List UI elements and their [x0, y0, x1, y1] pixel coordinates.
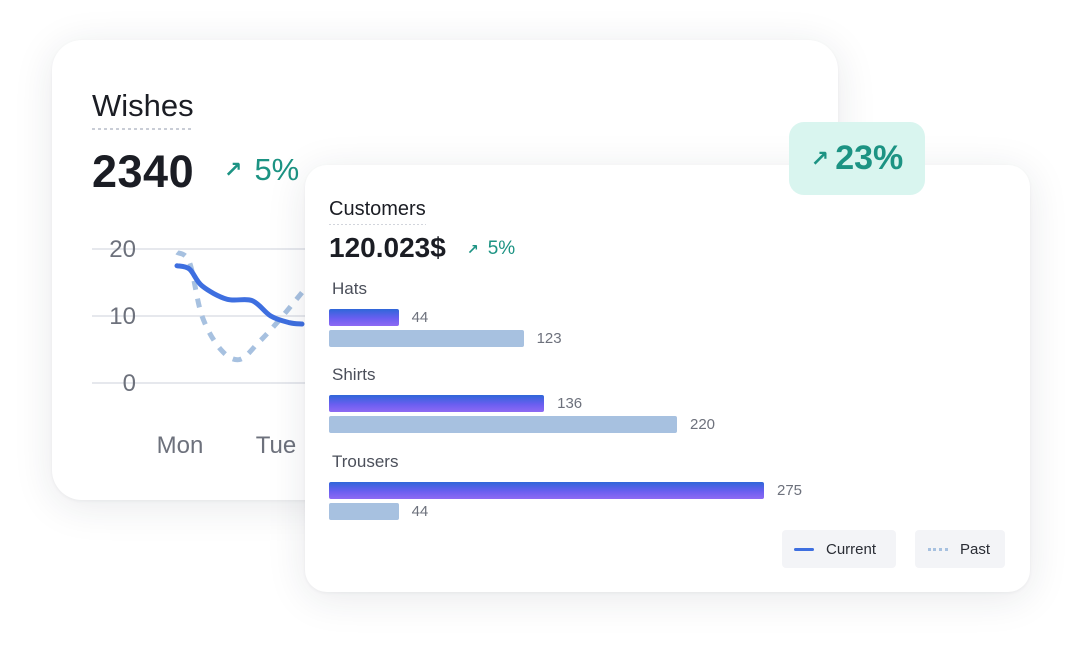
- bar-value-label: 44: [411, 503, 429, 520]
- bar-value-label: 123: [536, 330, 562, 347]
- past-bar: [329, 416, 677, 433]
- y-tick-label: 10: [109, 303, 136, 330]
- arrow-up-right-icon: ↗: [810, 145, 830, 171]
- customers-delta-value: 5%: [487, 238, 516, 259]
- arrow-up-right-icon: ↗: [467, 240, 479, 257]
- wishes-delta: ↗ 5%: [224, 152, 299, 188]
- x-tick-label: Tue: [256, 432, 296, 459]
- growth-badge: ↗ 23%: [789, 122, 925, 195]
- growth-badge-value: 23%: [835, 139, 904, 177]
- bar-value-label: 44: [411, 309, 429, 326]
- bar-value-label: 136: [557, 395, 583, 412]
- current-bar: [329, 482, 764, 499]
- wishes-value: 2340: [92, 146, 195, 197]
- past-series-line: [175, 250, 304, 363]
- legend-current-label: Current: [826, 540, 877, 558]
- legend-past-label: Past: [960, 540, 991, 558]
- current-bar: [329, 309, 399, 326]
- legend-past-button[interactable]: Past: [915, 530, 1005, 568]
- arrow-up-right-icon: ↗: [224, 157, 243, 182]
- y-tick-label: 0: [123, 370, 136, 397]
- past-bar: [329, 503, 399, 520]
- customers-card: Customers 120.023$ ↗ 5% Hats 44 123 Shirts 1…: [305, 165, 1030, 592]
- dotted-line-swatch-icon: [928, 547, 948, 551]
- customers-value: 120.023$: [329, 232, 446, 263]
- customers-delta: ↗ 5%: [467, 238, 515, 260]
- y-tick-label: 20: [109, 236, 136, 263]
- legend-current-button[interactable]: Current: [782, 530, 896, 568]
- bar-value-label: 275: [777, 482, 803, 499]
- category-label: Hats: [332, 279, 367, 298]
- category-label: Shirts: [332, 365, 376, 384]
- past-bar: [329, 330, 524, 347]
- solid-line-swatch-icon: [794, 547, 814, 551]
- current-series-line: [174, 263, 305, 327]
- bar-value-label: 220: [690, 416, 716, 433]
- customers-title: Customers: [329, 197, 426, 225]
- current-bar: [329, 395, 545, 412]
- category-label: Trousers: [332, 452, 399, 471]
- x-tick-label: Mon: [157, 432, 204, 459]
- wishes-title: Wishes: [92, 88, 194, 130]
- wishes-delta-value: 5%: [254, 152, 300, 187]
